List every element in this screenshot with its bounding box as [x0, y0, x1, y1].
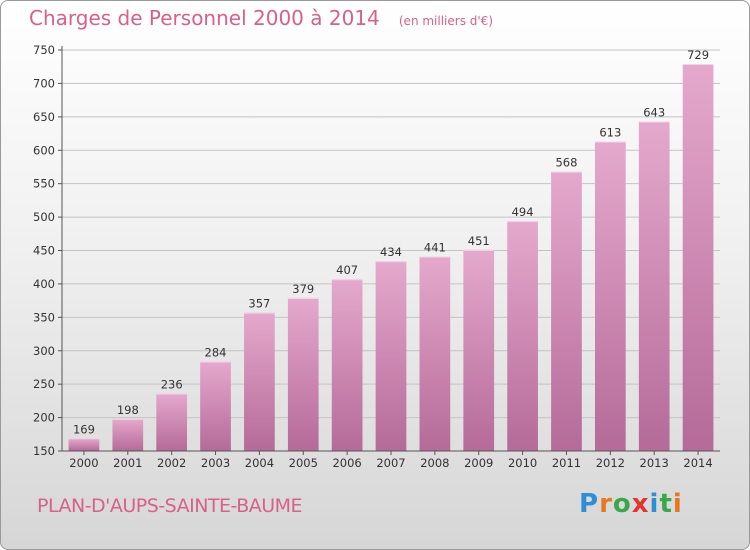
y-tick-label: 200	[33, 411, 55, 425]
y-tick-label: 750	[33, 43, 55, 57]
value-label: 643	[643, 106, 665, 120]
proxiti-logo: Proxiti	[579, 489, 683, 519]
title-row: Charges de Personnel 2000 à 2014 (en mil…	[29, 6, 493, 30]
y-tick-label: 300	[33, 344, 55, 358]
value-label: 568	[555, 156, 577, 170]
x-tick-label: 2002	[157, 456, 186, 470]
y-tick-label: 250	[33, 377, 55, 391]
chart-title: Charges de Personnel 2000 à 2014	[29, 6, 380, 30]
x-tick-label: 2000	[69, 456, 98, 470]
bar-2008	[419, 256, 451, 451]
value-label: 451	[468, 234, 490, 248]
bar-2005	[287, 297, 319, 451]
x-tick-label: 2007	[376, 456, 405, 470]
logo-letter: i	[672, 489, 683, 519]
logo-letter: t	[659, 489, 673, 519]
x-tick-label: 2004	[245, 456, 274, 470]
logo-letter: o	[612, 489, 632, 519]
x-tick-label: 2009	[464, 456, 493, 470]
y-tick-label: 150	[33, 444, 55, 458]
bar-2012	[594, 141, 626, 452]
y-tick-label: 450	[33, 244, 55, 258]
chart-subtitle: (en milliers d'€)	[398, 14, 493, 28]
value-label: 169	[73, 422, 95, 436]
bar-2011	[551, 171, 582, 452]
logo-letter: r	[599, 489, 613, 519]
value-label: 236	[161, 378, 183, 392]
value-label: 729	[687, 48, 709, 62]
bar-2006	[331, 279, 363, 451]
value-label: 494	[512, 205, 534, 219]
x-tick-label: 2005	[289, 456, 318, 470]
y-tick-label: 350	[33, 310, 55, 324]
value-label: 613	[599, 126, 621, 140]
bars: 169 198 236 284 357 379 407 434 441 451 494 568 613 6…	[68, 48, 714, 452]
y-tick-label: 500	[33, 210, 55, 224]
x-tick-label: 2001	[113, 456, 142, 470]
x-tick-label: 2012	[596, 456, 625, 470]
logo-letter: P	[579, 489, 600, 519]
logo-letter: i	[649, 489, 660, 519]
x-tick-label: 2013	[640, 456, 669, 470]
bar-2010	[507, 221, 538, 451]
y-tick-label: 550	[33, 177, 55, 191]
bar-2002	[156, 393, 188, 451]
bar-2000	[68, 438, 100, 451]
value-label: 379	[292, 282, 314, 296]
y-tick-label: 400	[33, 277, 55, 291]
y-tick-label: 600	[33, 143, 55, 157]
x-tick-label: 2006	[332, 456, 361, 470]
value-label: 198	[117, 403, 139, 417]
bar-2001	[112, 418, 144, 451]
x-tick-label: 2003	[201, 456, 230, 470]
value-label: 441	[424, 241, 446, 255]
bar-2007	[375, 261, 407, 451]
bar-2014	[682, 64, 714, 451]
y-tick-label: 650	[33, 110, 55, 124]
value-label: 284	[205, 345, 227, 359]
bar-2003	[200, 361, 231, 451]
bar-2009	[463, 249, 495, 451]
value-label: 407	[336, 263, 358, 277]
value-label: 357	[248, 297, 270, 311]
commune-name: PLAN-D'AUPS-SAINTE-BAUME	[37, 495, 303, 517]
value-label: 434	[380, 245, 402, 259]
axes: 150 200 250 300 350 400 450 500 550 600 650 700 750 2…	[33, 43, 720, 470]
x-tick-label: 2014	[683, 456, 712, 470]
x-tick-label: 2011	[552, 456, 581, 470]
y-tick-label: 700	[33, 76, 55, 90]
logo-letter: x	[631, 489, 650, 519]
x-tick-label: 2008	[420, 456, 449, 470]
x-tick-label: 2010	[508, 456, 537, 470]
bar-2013	[638, 121, 670, 452]
bar-2004	[244, 312, 275, 451]
